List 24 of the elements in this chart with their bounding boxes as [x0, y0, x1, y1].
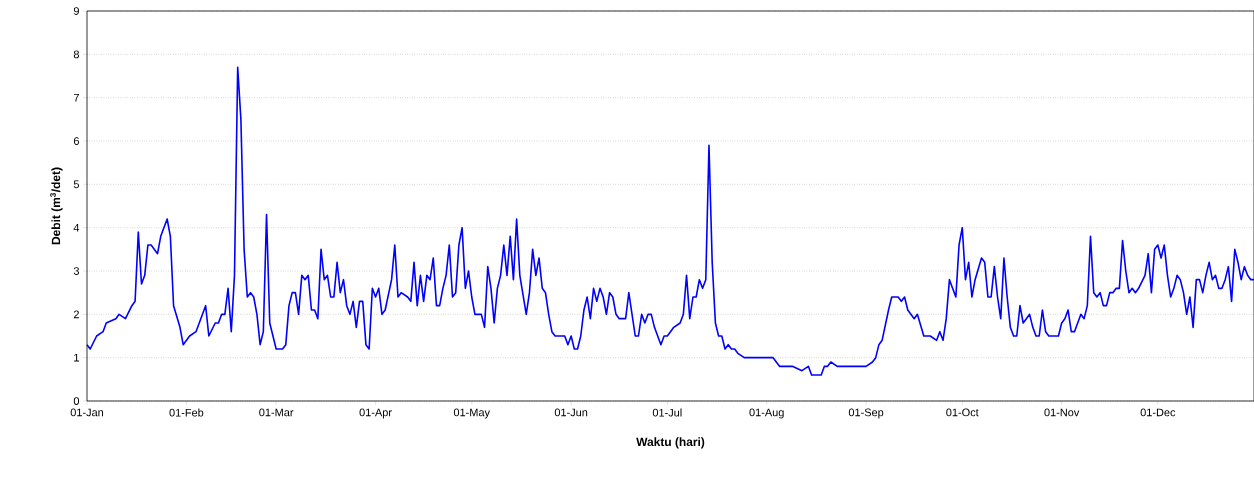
y-tick-label: 9 — [73, 7, 79, 15]
x-tick-label: 01-May — [453, 408, 490, 419]
x-tick-label: 01-Mar — [259, 408, 294, 417]
y-tick-label: 3 — [73, 267, 79, 275]
y-tick-label: 6 — [73, 137, 79, 145]
y-tick-label: 4 — [73, 223, 80, 232]
x-tick-label: 01-Jun — [554, 408, 588, 417]
x-tick-label: 01-Aug — [749, 408, 784, 419]
y-tick-label: 5 — [73, 180, 80, 189]
y-tick-label: 1 — [74, 353, 79, 362]
y-axis-title: Debit (m$^{3}$/det) — [50, 167, 63, 245]
x-axis-title: Waktu (hari) — [636, 437, 705, 449]
y-tick-label: 8 — [73, 50, 79, 59]
y-tick-label: 0 — [73, 397, 80, 405]
x-tick-label: 01-Jan — [70, 408, 104, 417]
y-tick-label: 2 — [73, 310, 79, 319]
x-tick-label: 01-Nov — [1044, 408, 1080, 417]
x-tick-label: 01-Sep — [848, 408, 884, 419]
x-tick-label: 01-Jul — [652, 408, 682, 417]
x-tick-label: 01-Oct — [946, 408, 979, 417]
y-tick-label: 7 — [73, 93, 79, 102]
x-tick-label: 01-Apr — [359, 408, 392, 419]
x-tick-label: 01-Dec — [1140, 408, 1176, 417]
x-tick-label: 01-Feb — [169, 408, 204, 417]
